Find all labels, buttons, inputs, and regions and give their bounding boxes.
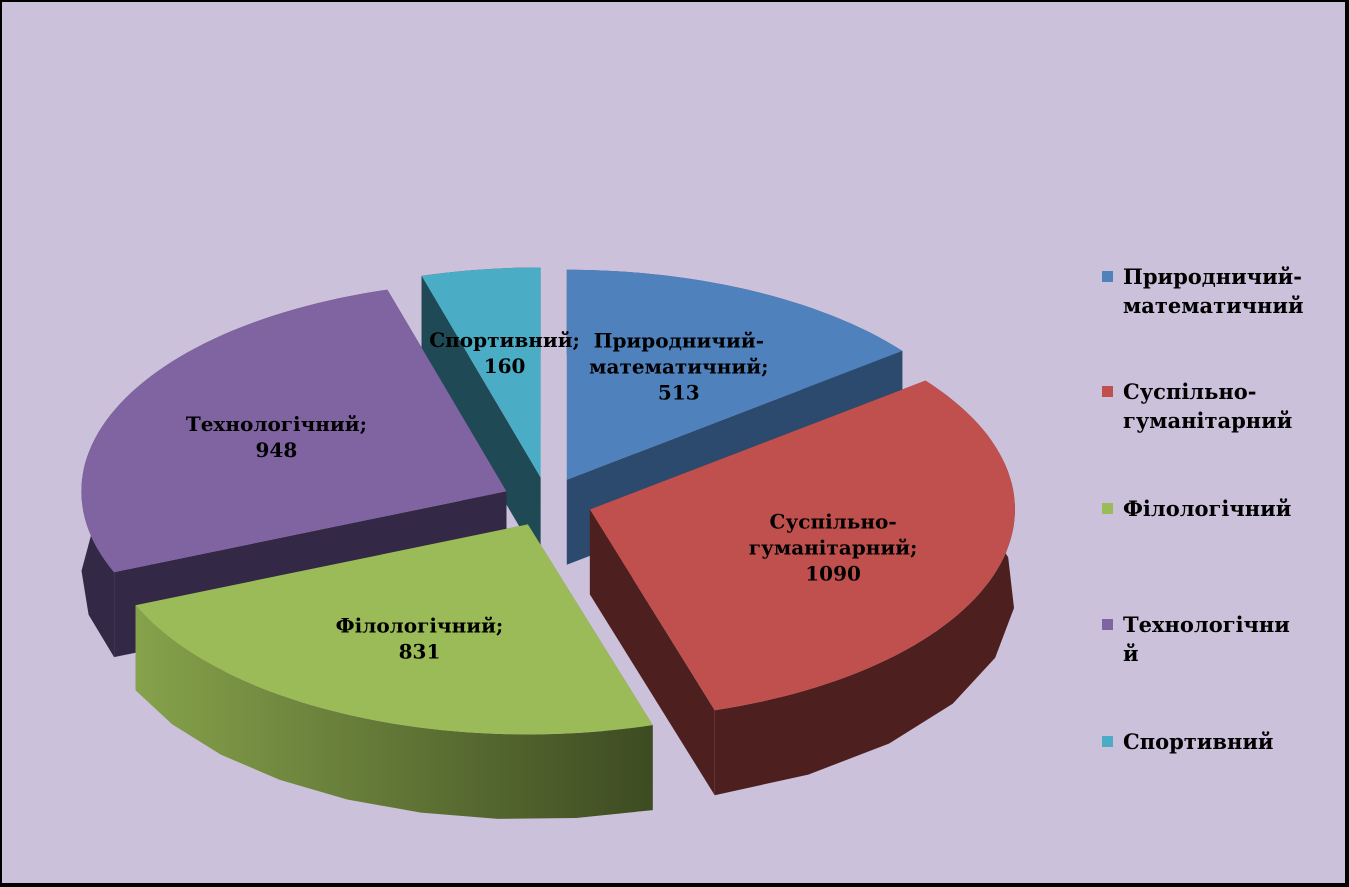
legend-swatch: [1102, 736, 1113, 747]
data-label-суспільно-гуманітарний: Суспільно-гуманітарний; 1090: [749, 509, 918, 585]
legend-swatch: [1102, 386, 1113, 397]
legend-label: Суспільно-гуманітарний: [1123, 379, 1293, 433]
legend-swatch: [1102, 271, 1113, 282]
legend-swatch: [1102, 503, 1113, 514]
pie-slice-side-суспільно-гуманітарний: [714, 380, 1015, 796]
pie-slice-суспільно-гуманітарний: [589, 380, 1015, 711]
data-label-природничий-математичний: Природничий-математичний; 513: [589, 329, 768, 405]
pie-slice-спортивний: [421, 267, 541, 478]
pie-slice-wall-1-суспільно-гуманітарний: [589, 509, 715, 796]
data-label-філологічний: Філологічний; 831: [336, 614, 504, 664]
legend-label: Спортивний: [1123, 729, 1274, 754]
legend-item-філологічний: Філологічний: [1102, 494, 1308, 523]
data-label-спортивний: Спортивний; 160: [429, 328, 580, 378]
legend-item-спортивний: Спортивний: [1102, 727, 1308, 756]
pie-slice-side-філологічний: [135, 605, 653, 819]
legend-item-технологічний: Технологічни й: [1102, 610, 1308, 668]
legend-item-природничий-математичний: Природничий-математичний: [1102, 262, 1308, 320]
legend-label: Технологічни й: [1123, 612, 1290, 666]
legend-label: Філологічний: [1123, 496, 1292, 521]
pie-slice-технологічний: [81, 289, 507, 573]
legend-label: Природничий-математичний: [1123, 264, 1304, 318]
pie-slice-філологічний: [135, 524, 653, 735]
pie-slice-природничий-математичний: [566, 269, 903, 480]
legend-swatch: [1102, 619, 1113, 630]
data-label-технологічний: Технологічний; 948: [186, 412, 367, 462]
legend-item-суспільно-гуманітарний: Суспільно-гуманітарний: [1102, 377, 1308, 435]
